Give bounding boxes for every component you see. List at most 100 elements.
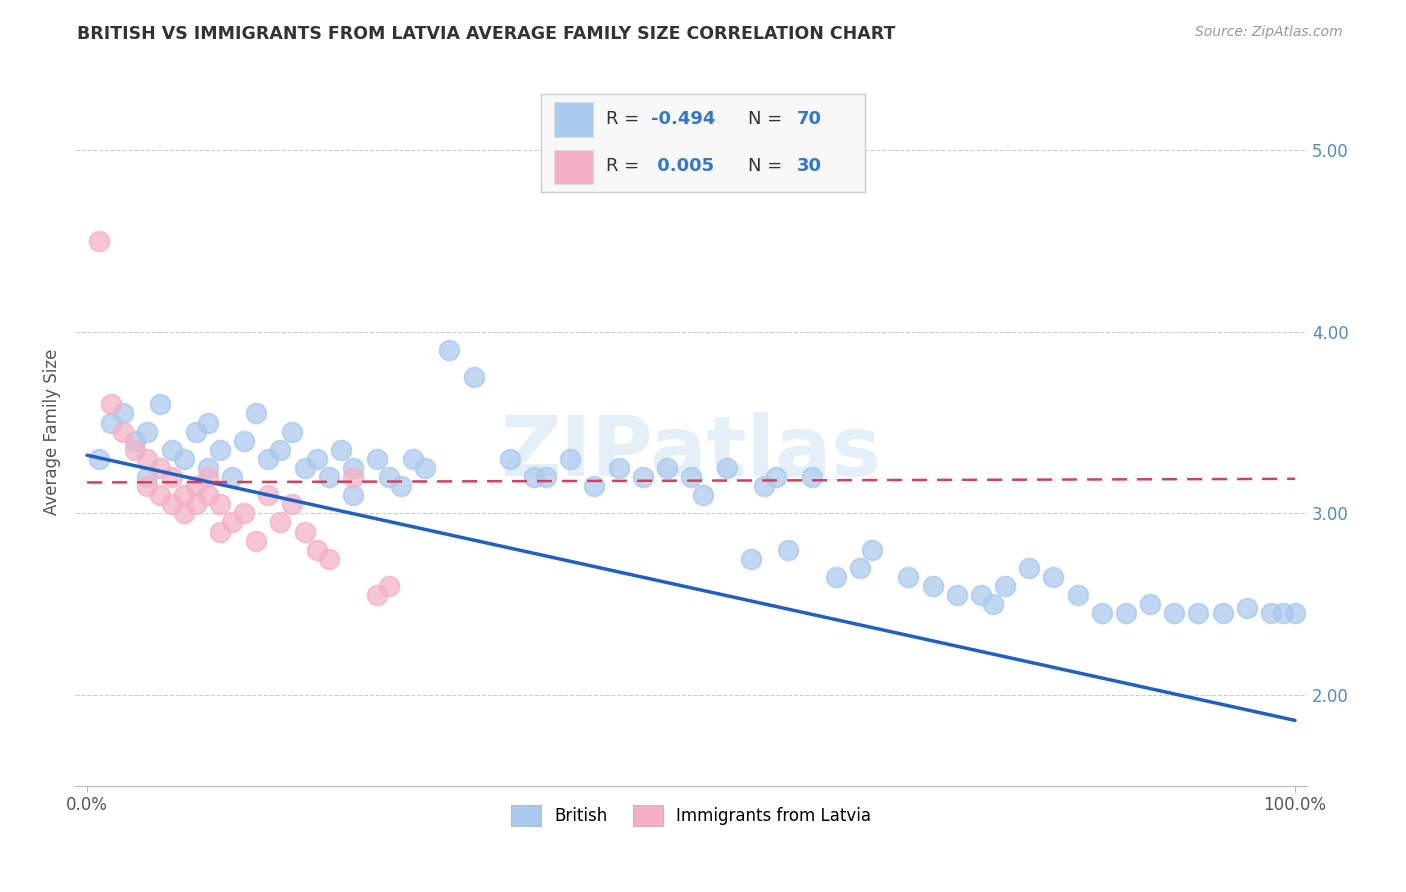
Point [89, 451, 111, 466]
Point [89, 234, 111, 248]
Point [825, 570, 848, 584]
Point [366, 451, 388, 466]
Point [523, 470, 546, 484]
Text: -0.494: -0.494 [651, 111, 716, 128]
Point [970, 588, 993, 602]
Text: ZIPatlas: ZIPatlas [501, 412, 882, 493]
Point [463, 370, 485, 384]
Y-axis label: Average Family Size: Average Family Size [44, 349, 60, 515]
Point [100, 397, 122, 411]
Point [1018, 561, 1040, 575]
Point [342, 470, 364, 484]
Point [776, 542, 799, 557]
Point [208, 442, 231, 457]
Point [366, 588, 388, 602]
Point [860, 542, 883, 557]
Point [378, 470, 401, 484]
Text: R =: R = [606, 111, 645, 128]
Point [148, 397, 170, 411]
Point [534, 470, 557, 484]
Point [148, 461, 170, 475]
Point [197, 488, 219, 502]
Point [499, 451, 522, 466]
Point [257, 451, 280, 466]
Point [221, 516, 243, 530]
Point [124, 434, 146, 448]
Point [245, 407, 267, 421]
Point [800, 470, 823, 484]
Legend: British, Immigrants from Latvia: British, Immigrants from Latvia [503, 797, 879, 834]
Point [197, 461, 219, 475]
Point [208, 497, 231, 511]
Point [160, 442, 183, 457]
Text: 70: 70 [797, 111, 821, 128]
Point [257, 488, 280, 502]
Point [208, 524, 231, 539]
Point [692, 488, 714, 502]
Point [281, 497, 304, 511]
Point [1139, 597, 1161, 611]
Point [269, 442, 291, 457]
Point [1091, 606, 1114, 620]
Point [946, 588, 969, 602]
Text: 0.005: 0.005 [651, 157, 714, 175]
Point [1260, 606, 1282, 620]
Point [281, 425, 304, 439]
Point [655, 461, 678, 475]
Text: R =: R = [606, 157, 645, 175]
Point [305, 451, 328, 466]
Point [269, 516, 291, 530]
Point [173, 506, 195, 520]
Point [136, 479, 159, 493]
Point [342, 488, 364, 502]
Point [631, 470, 654, 484]
Point [413, 461, 436, 475]
Point [1042, 570, 1064, 584]
Point [1284, 606, 1306, 620]
Point [197, 470, 219, 484]
Point [318, 551, 340, 566]
Point [716, 461, 738, 475]
Point [136, 425, 159, 439]
Point [197, 416, 219, 430]
Point [184, 425, 207, 439]
Point [148, 488, 170, 502]
Point [245, 533, 267, 548]
Point [305, 542, 328, 557]
Point [849, 561, 872, 575]
Point [233, 434, 256, 448]
Point [765, 470, 787, 484]
Text: Source: ZipAtlas.com: Source: ZipAtlas.com [1195, 25, 1343, 39]
Point [402, 451, 425, 466]
Point [136, 451, 159, 466]
Point [329, 442, 352, 457]
Point [136, 470, 159, 484]
Point [378, 579, 401, 593]
Point [679, 470, 702, 484]
Point [921, 579, 943, 593]
Point [342, 461, 364, 475]
Point [184, 479, 207, 493]
Point [1163, 606, 1185, 620]
Text: 30: 30 [797, 157, 821, 175]
Point [607, 461, 630, 475]
Point [897, 570, 920, 584]
FancyBboxPatch shape [554, 150, 593, 184]
Point [294, 524, 316, 539]
Point [1066, 588, 1088, 602]
Point [389, 479, 412, 493]
Point [221, 470, 243, 484]
Point [173, 451, 195, 466]
Point [1236, 600, 1258, 615]
Point [1187, 606, 1209, 620]
Point [439, 343, 461, 357]
Point [294, 461, 316, 475]
Point [112, 407, 135, 421]
Point [1271, 606, 1294, 620]
Point [994, 579, 1017, 593]
Point [100, 416, 122, 430]
Point [124, 442, 146, 457]
Text: N =: N = [748, 111, 789, 128]
Point [184, 497, 207, 511]
Point [112, 425, 135, 439]
